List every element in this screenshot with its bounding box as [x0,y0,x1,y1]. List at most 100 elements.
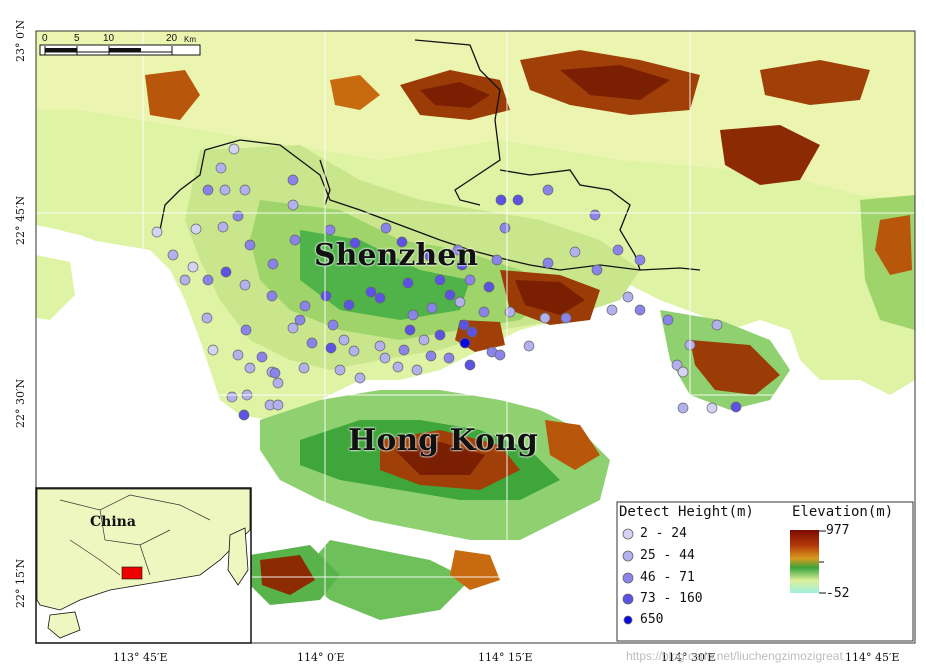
detect-point [434,274,446,286]
legend-swatch [622,528,634,540]
detect-point [167,249,179,261]
elevation-ramp [790,530,819,593]
detect-point [256,351,268,363]
lat-tick-label: 22° 30′N [14,378,27,428]
detect-point [228,143,240,155]
detect-point [272,377,284,389]
detect-point [711,319,723,331]
lat-tick-label: 23° 0′N [14,19,27,62]
inset-map [35,487,252,644]
legend-class-label: 73 - 160 [640,591,703,606]
detect-point [201,312,213,324]
detect-point [634,304,646,316]
lon-tick-label: 114° 45′E [845,651,900,664]
lat-tick-label: 22° 45′N [14,195,27,245]
lat-tick-label: 22° 15′N [14,558,27,608]
detect-point [569,246,581,258]
detect-point [606,304,618,316]
detect-point [589,209,601,221]
detect-point [187,261,199,273]
detect-point [464,359,476,371]
scale-bar [39,44,201,56]
detect-point [272,399,284,411]
detect-point [232,349,244,361]
detect-point [591,264,603,276]
detect-point [374,340,386,352]
detect-point [349,237,361,249]
detect-point [542,184,554,196]
detect-point [379,352,391,364]
detect-point [459,337,471,349]
detect-point [239,184,251,196]
map-frame [35,30,916,644]
detect-point [634,254,646,266]
scale-label: 20 [166,33,178,44]
detect-point [434,329,446,341]
detect-point [454,296,466,308]
detect-point [289,234,301,246]
detect-point [494,349,506,361]
detect-point [202,184,214,196]
detect-point [240,324,252,336]
detect-point [495,194,507,206]
detect-point [512,194,524,206]
legend-class-label: 2 - 24 [640,526,687,541]
detect-point [677,366,689,378]
scale-label: 5 [74,33,80,44]
detect-point [499,222,511,234]
detect-point [298,362,310,374]
lon-tick-label: 114° 0′E [297,651,345,664]
lon-tick-label: 114° 30′E [661,651,716,664]
estuary-water [36,225,150,345]
detect-point [404,324,416,336]
detect-point [238,409,250,421]
detect-point [539,312,551,324]
detect-point [287,322,299,334]
detect-point [217,221,229,233]
detect-point [269,367,281,379]
legend-class-label: 46 - 71 [640,570,695,585]
detect-point [202,274,214,286]
legend-class-label: 25 - 44 [640,548,695,563]
detect-point [207,344,219,356]
detect-point [226,391,238,403]
detect-point [324,224,336,236]
legend-swatch [622,550,634,562]
legend-box [616,501,914,642]
detect-point [398,344,410,356]
detect-point [338,334,350,346]
detect-point [542,257,554,269]
detect-point [354,372,366,384]
detect-points [151,143,742,421]
inset-label-china: China [90,514,136,530]
detect-point [730,401,742,413]
estuary-island [36,255,75,320]
detect-point [456,259,468,271]
elevation-min-label: -52 [826,586,850,601]
elevation-max-label: 977 [826,523,850,538]
detect-point [491,254,503,266]
detect-point [464,274,476,286]
detect-point [396,236,408,248]
detect-point [380,222,392,234]
legend-swatch [622,593,634,605]
legend-class-label: 650 [640,612,664,627]
detect-point [426,302,438,314]
detect-point [239,279,251,291]
detect-point [219,184,231,196]
detect-point [287,174,299,186]
detect-point [190,223,202,235]
detect-point [325,342,337,354]
detect-point [483,281,495,293]
detect-point [151,226,163,238]
detect-point [179,274,191,286]
detect-point [425,350,437,362]
detect-point [365,286,377,298]
detect-point [287,199,299,211]
detect-point [244,239,256,251]
detect-point [444,289,456,301]
detect-point [299,300,311,312]
detect-point [334,364,346,376]
legend-swatch [623,615,633,625]
detect-point [343,299,355,311]
